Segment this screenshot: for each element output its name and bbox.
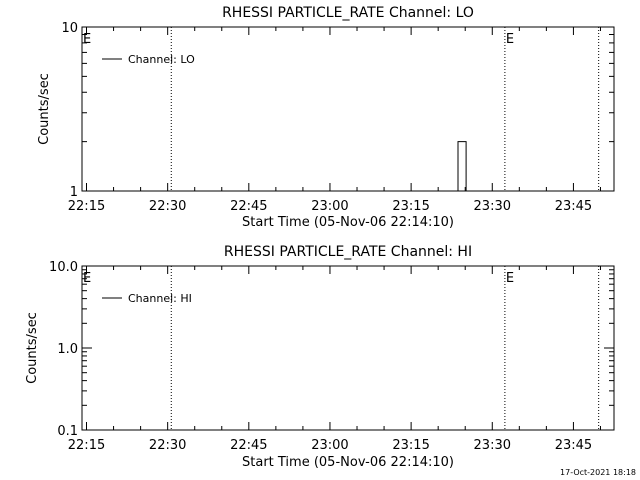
x-tick-label: 22:45	[230, 199, 267, 214]
x-tick-label: 23:30	[474, 199, 511, 214]
panel-hi: RHESSI PARTICLE_RATE Channel: HI Counts/…	[25, 244, 615, 470]
x-tick-label: 23:15	[392, 199, 429, 214]
legend: Channel: LO	[102, 53, 195, 66]
x-tick-label: 23:00	[311, 199, 348, 214]
y-tick-label: 10.0	[49, 260, 78, 275]
x-tick-label: 23:00	[311, 438, 348, 453]
panel-lo: RHESSI PARTICLE_RATE Channel: LO Counts/…	[37, 5, 615, 230]
plot-frame	[81, 265, 615, 431]
y-axis-label: Counts/sec	[37, 73, 52, 145]
footer-date: 17-Oct-2021 18:18	[560, 468, 636, 477]
event-marker-label: E	[83, 32, 91, 47]
x-tick-label: 22:45	[230, 438, 267, 453]
legend-label: Channel: HI	[128, 292, 192, 305]
x-tick-label: 22:30	[149, 438, 186, 453]
x-axis-label: Start Time (05-Nov-06 22:14:10)	[242, 215, 454, 230]
x-tick-label: 23:30	[474, 438, 511, 453]
x-tick-label: 23:45	[555, 199, 592, 214]
y-tick-label: 10	[61, 21, 78, 36]
y-axis-label: Counts/sec	[25, 312, 40, 384]
event-marker-label: E	[506, 32, 514, 47]
y-tick-label: 1.0	[57, 342, 78, 357]
ticks: 22:15 22:30 22:45 23:00 23:15 23:30 23:45 1 10	[61, 21, 614, 214]
series	[457, 141, 467, 191]
event-marker-label: E	[83, 271, 91, 286]
y-tick-label: 0.1	[57, 424, 78, 439]
x-tick-label: 22:30	[149, 199, 186, 214]
legend: Channel: HI	[102, 292, 192, 305]
event-marker-label: E	[506, 271, 514, 286]
x-axis-label: Start Time (05-Nov-06 22:14:10)	[242, 455, 454, 470]
plot-frame	[81, 26, 615, 192]
legend-label: Channel: LO	[128, 53, 195, 66]
x-tick-label: 22:15	[68, 199, 105, 214]
chart-title: RHESSI PARTICLE_RATE Channel: LO	[222, 5, 474, 21]
x-tick-label: 22:15	[68, 438, 105, 453]
x-tick-label: 23:15	[392, 438, 429, 453]
x-tick-label: 23:45	[555, 438, 592, 453]
series-line	[457, 141, 467, 191]
y-tick-label: 1	[70, 185, 78, 200]
chart-title: RHESSI PARTICLE_RATE Channel: HI	[224, 244, 472, 260]
ticks: 22:15 22:30 22:45 23:00 23:15 23:30 23:45 0.1 1.…	[49, 260, 614, 453]
